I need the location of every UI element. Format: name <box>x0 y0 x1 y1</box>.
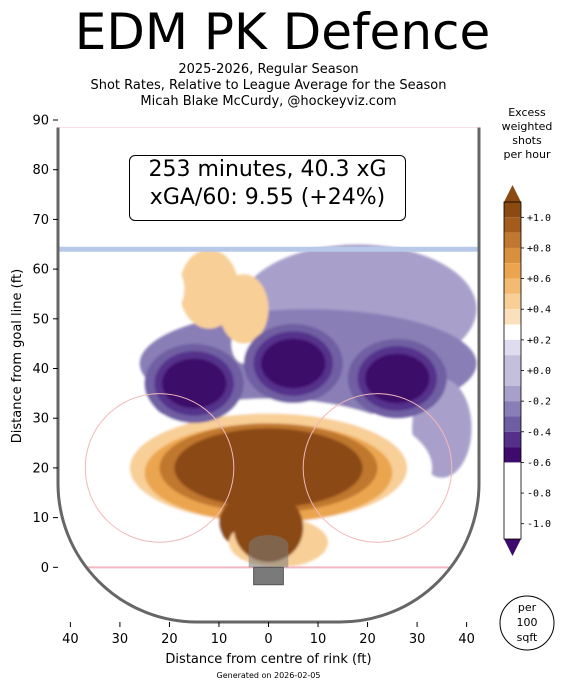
colorbar-swatch <box>504 431 521 448</box>
faceoff-circle <box>84 393 235 543</box>
goal-net <box>253 566 284 586</box>
y-tick-label: 50 <box>32 312 49 327</box>
x-tick-label: 20 <box>161 632 178 647</box>
colorbar-swatch <box>504 447 521 463</box>
x-tick-label: 10 <box>211 632 228 647</box>
colorbar-swatch <box>504 263 521 279</box>
y-tick-label: 0 <box>41 561 49 576</box>
heat-contour <box>134 259 185 319</box>
heat-contour <box>75 418 125 518</box>
heat-region-slot <box>174 428 363 508</box>
rink-markings <box>58 127 479 586</box>
heatmap-field <box>58 127 479 622</box>
y-axis-label: Distance from goal line (ft) <box>10 269 25 443</box>
colorbar-top-arrow <box>504 185 521 202</box>
colorbar-swatch <box>504 247 521 264</box>
colorbar-swatch <box>504 416 521 432</box>
colorbar-swatch <box>504 232 521 248</box>
x-tick-label: 40 <box>458 632 475 647</box>
colorbar-swatch <box>504 401 521 417</box>
y-tick-label: 80 <box>32 163 49 178</box>
y-tick-label: 20 <box>32 461 49 476</box>
x-tick-label: 30 <box>112 632 129 647</box>
colorbar-swatch <box>504 339 521 356</box>
goal-crease <box>248 535 289 568</box>
y-tick-label: 70 <box>32 213 49 228</box>
colorbar-title-line: shots <box>512 134 542 147</box>
annotation-xga60: xGA/60: 9.55 (+24%) <box>149 185 386 210</box>
cold-region-centre-high <box>275 348 311 379</box>
x-tick-label: 30 <box>409 632 426 647</box>
heat-region-right-point-lane <box>218 274 269 344</box>
x-axis-label: Distance from centre of rink (ft) <box>165 652 371 667</box>
colorbar-tick-label: +0.6 <box>527 274 551 285</box>
colorbar-tick-label: -1.0 <box>527 519 551 530</box>
generated-footer: Generated on 2026-02-05 <box>216 671 321 680</box>
subtitle-author: Micah Blake McCurdy, @hockeyviz.com <box>140 94 397 109</box>
colorbar-tick-label: -0.4 <box>527 427 551 438</box>
y-tick-label: 90 <box>32 114 49 129</box>
x-tick-label: 10 <box>310 632 327 647</box>
colorbar-title-line: Excess <box>508 106 546 119</box>
summary-annotation: 253 minutes, 40.3 xG xGA/60: 9.55 (+24%) <box>129 155 406 221</box>
cold-region-left-high <box>176 368 212 399</box>
colorbar-swatch <box>504 202 521 218</box>
colorbar-tick-label: +0.4 <box>527 305 551 316</box>
y-tick-label: 10 <box>32 511 49 526</box>
colorbar-swatch <box>504 355 521 386</box>
rink-layer <box>56 127 481 624</box>
chart-title: EDM PK Defence <box>74 3 491 61</box>
colorbar-tick-label: +0.2 <box>527 335 551 346</box>
y-tick-label: 40 <box>32 362 49 377</box>
subtitle-season: 2025-2026, Regular Season <box>178 62 359 77</box>
colorbar-tick-label: +0.8 <box>527 243 551 254</box>
colorbar: +1.0 +0.8 +0.6 +0.4 +0.2 +0.0 -0.2 -0.4 -0.6 -0.8… <box>499 106 555 651</box>
y-tick-label: 60 <box>32 263 49 278</box>
colorbar-swatch <box>504 324 521 340</box>
heat-contour <box>451 473 479 563</box>
colorbar-swatch <box>504 217 521 233</box>
colorbar-swatch <box>504 385 521 402</box>
colorbar-bottom-arrow <box>504 539 521 556</box>
heat-contour <box>105 393 155 424</box>
cold-region-right-high <box>379 363 415 394</box>
colorbar-tick-label: -0.6 <box>527 458 551 469</box>
annotation-minutes-xg: 253 minutes, 40.3 xG <box>148 157 387 182</box>
colorbar-tick-label: -0.8 <box>527 489 551 500</box>
colorbar-swatch <box>504 293 521 310</box>
colorbar-swatch <box>504 309 521 325</box>
y-tick-label: 30 <box>32 412 49 427</box>
colorbar-tick-label: -0.2 <box>527 397 551 408</box>
colorbar-swatch <box>504 278 521 294</box>
x-tick-label: 0 <box>264 632 272 647</box>
x-tick-label: 20 <box>359 632 376 647</box>
faceoff-circle <box>302 393 453 543</box>
subtitle-description: Shot Rates, Relative to League Average f… <box>90 78 447 93</box>
colorbar-title-line: weighted <box>502 120 553 133</box>
unit-badge-line: per <box>518 601 537 614</box>
colorbar-title-line: per hour <box>504 148 551 161</box>
axis-layer: 0 10 20 30 40 50 60 70 80 90 40 30 20 10 0 10 20 30 40 Dist… <box>10 114 475 668</box>
colorbar-tick-label: +0.0 <box>527 366 551 377</box>
colorbar-tick-label: +1.0 <box>527 213 551 224</box>
unit-badge <box>499 595 555 651</box>
unit-badge-line: sqft <box>517 631 538 644</box>
x-tick-label: 40 <box>62 632 79 647</box>
unit-badge-line: 100 <box>517 616 538 629</box>
